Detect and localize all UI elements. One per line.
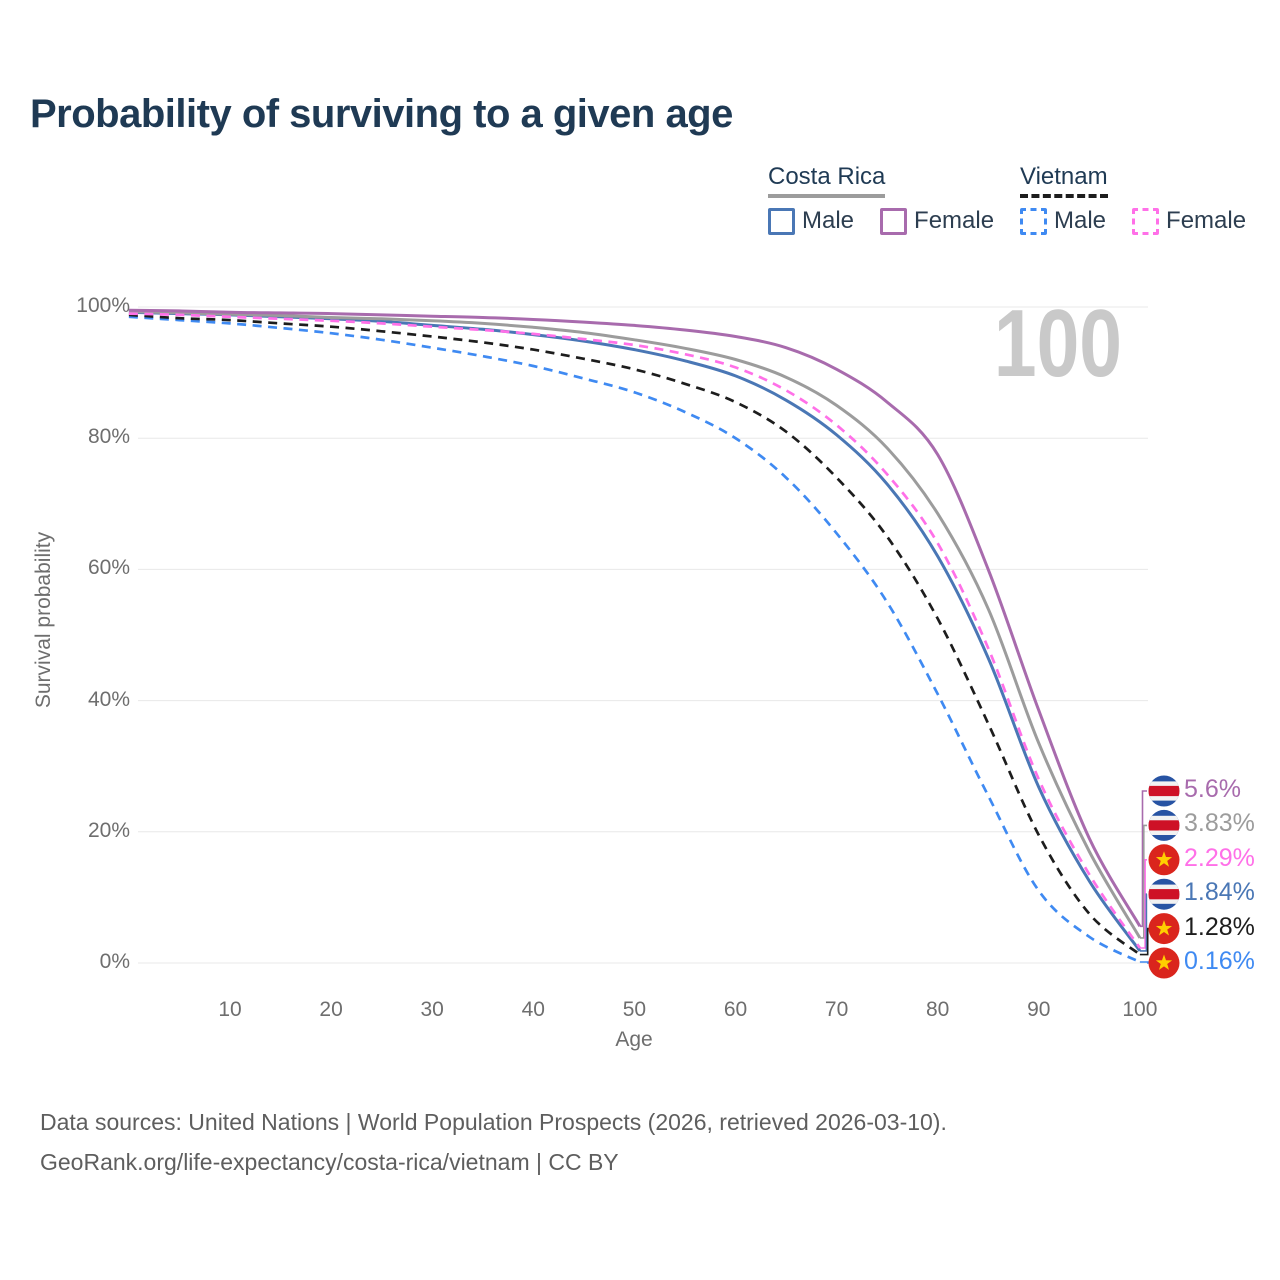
end-value-label-costa-rica: 3.83%	[1184, 809, 1255, 838]
legend-group-vietnam: Vietnam Male Female	[1020, 163, 1246, 235]
end-label-connector-costa-rica	[1139, 824, 1147, 939]
x-tick-70: 70	[824, 998, 849, 1021]
attribution-note: GeoRank.org/life-expectancy/costa-rica/v…	[40, 1149, 619, 1175]
legend-item-label: Female	[1166, 207, 1247, 234]
chart-footer: Data sources: United Nations | World Pop…	[40, 1102, 947, 1182]
legend-swatch-costa-rica-male-icon	[768, 207, 795, 235]
end-label-connector-vietnam-female	[1139, 859, 1147, 949]
end-value-label-costa-rica-female: 5.6%	[1184, 775, 1241, 803]
x-tick-100: 100	[1122, 998, 1158, 1021]
y-tick-20: 20%	[87, 818, 130, 842]
end-label-connector-costa-rica-female	[1139, 790, 1147, 928]
y-tick-60: 60%	[87, 556, 130, 580]
x-axis-title: Age	[615, 1028, 653, 1051]
survival-curve-costa-rica-male[interactable]	[128, 310, 1142, 952]
legend-group-title-costa-rica: Costa Rica	[768, 163, 886, 198]
legend-item-costa-rica-male[interactable]: Male	[768, 207, 854, 235]
y-tick-100: 100%	[76, 294, 130, 317]
vietnam-flag-icon	[1148, 913, 1180, 945]
legend-item-label: Male	[802, 207, 855, 234]
end-value-label-vietnam-female: 2.29%	[1184, 843, 1255, 872]
y-tick-40: 40%	[87, 687, 130, 711]
survival-curve-vietnam[interactable]	[128, 313, 1141, 956]
legend-item-vietnam-female[interactable]: Female	[1132, 207, 1246, 235]
x-tick-40: 40	[521, 998, 545, 1021]
legend-item-label: Female	[914, 207, 995, 234]
survival-curve-costa-rica-female[interactable]	[128, 308, 1142, 928]
x-tick-30: 30	[420, 998, 444, 1021]
x-tick-60: 60	[723, 998, 748, 1021]
legend-swatch-vietnam-female-icon	[1132, 207, 1160, 235]
y-tick-0: 0%	[99, 950, 130, 973]
end-label-connector-vietnam	[1139, 927, 1149, 956]
survival-curve-vietnam-male[interactable]	[128, 315, 1141, 964]
x-tick-20: 20	[319, 998, 343, 1021]
y-axis-title: Survival probability	[32, 531, 55, 709]
costa-rica-flag-icon	[1148, 809, 1180, 841]
legend-group-title-vietnam: Vietnam	[1020, 163, 1108, 198]
end-label-connector-costa-rica-male	[1139, 893, 1148, 952]
legend-item-label: Male	[1054, 207, 1107, 234]
end-value-label-costa-rica-male: 1.84%	[1184, 878, 1255, 907]
hover-age-indicator: 100	[993, 290, 1122, 397]
legend-item-vietnam-male[interactable]: Male	[1020, 207, 1106, 235]
page-title: Probability of surviving to a given age	[30, 92, 733, 136]
end-value-label-vietnam-male: 0.16%	[1184, 947, 1255, 975]
data-sources-note: Data sources: United Nations | World Pop…	[40, 1109, 947, 1135]
x-tick-80: 80	[926, 998, 950, 1021]
legend-swatch-vietnam-male-icon	[1020, 207, 1047, 235]
costa-rica-flag-icon	[1148, 878, 1180, 910]
legend-item-costa-rica-female[interactable]: Female	[880, 207, 994, 235]
end-value-label-vietnam: 1.28%	[1184, 912, 1255, 941]
y-tick-80: 80%	[87, 425, 130, 449]
vietnam-flag-icon	[1148, 947, 1180, 979]
legend-group-costa-rica: Costa Rica Male Female	[768, 163, 994, 235]
costa-rica-flag-icon	[1148, 775, 1180, 807]
x-tick-10: 10	[218, 998, 242, 1021]
legend-swatch-costa-rica-female-icon	[880, 207, 908, 235]
survival-curve-vietnam-female[interactable]	[128, 312, 1142, 949]
vietnam-flag-icon	[1148, 844, 1180, 876]
x-tick-50: 50	[622, 998, 647, 1021]
x-tick-90: 90	[1027, 998, 1051, 1021]
survival-curve-costa-rica[interactable]	[128, 310, 1142, 939]
